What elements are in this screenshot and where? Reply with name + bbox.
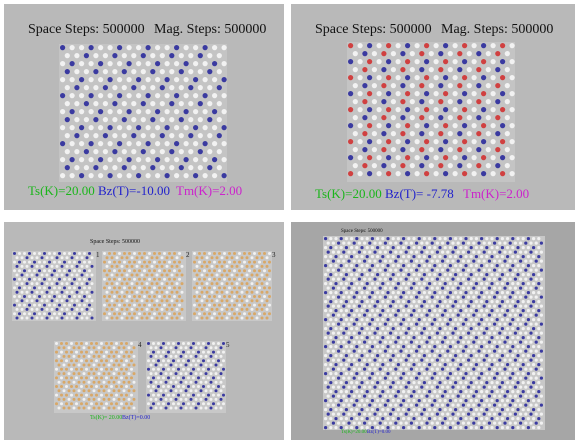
subpanel-number: 4 <box>138 341 142 349</box>
bz-readout: Bz(T)=0.00 <box>122 415 151 421</box>
subpanel-number: 2 <box>186 251 190 259</box>
panel-c: Space Steps: 500000 1 2 3 4 5 Ts(K)= 20.… <box>4 222 284 440</box>
subpanel-number: 3 <box>272 251 276 259</box>
ts-readout: Ts(K)=20.00 <box>341 430 367 435</box>
spin-lattice <box>323 236 545 430</box>
bz-readout: Bz(T)=0.00 <box>367 430 391 435</box>
ts-readout: Ts(K)=20.00 <box>315 186 382 201</box>
subpanel-number: 1 <box>96 251 100 259</box>
panel-b: Space Steps: 500000 Mag. Steps: 500000 T… <box>291 4 575 210</box>
ts-readout: Ts(K)=20.00 <box>28 183 95 198</box>
spin-lattice <box>102 251 186 321</box>
mag-steps-label: Mag. Steps: 500000 <box>154 22 267 37</box>
spin-lattice <box>347 42 515 182</box>
bz-readout: Bz(T)=-10.00 <box>98 183 170 198</box>
spin-lattice <box>59 44 227 182</box>
subpanel-number: 5 <box>226 341 230 349</box>
tm-readout: Tm(K)=2.00 <box>176 183 243 198</box>
panel-a: Space Steps: 500000 Mag. Steps: 500000 T… <box>4 4 284 210</box>
bz-readout: Bz(T)= -7.78 <box>385 186 454 201</box>
spin-lattice <box>192 251 272 321</box>
tm-readout: Tm(K)=2.00 <box>463 186 530 201</box>
mag-steps-label: Mag. Steps: 500000 <box>441 22 554 37</box>
spin-lattice <box>12 251 96 321</box>
spin-lattice <box>54 341 138 413</box>
panel-d: Space Steps: 500000 Ts(K)=20.00 Bz(T)=0.… <box>291 222 575 440</box>
space-steps-label: Space Steps: 500000 <box>341 229 383 234</box>
space-steps-label: Space Steps: 500000 <box>315 22 432 37</box>
space-steps-label: Space Steps: 500000 <box>90 239 140 245</box>
space-steps-label: Space Steps: 500000 <box>28 22 145 37</box>
ts-readout: Ts(K)= 20.00 <box>90 415 123 421</box>
spin-lattice <box>146 341 226 413</box>
